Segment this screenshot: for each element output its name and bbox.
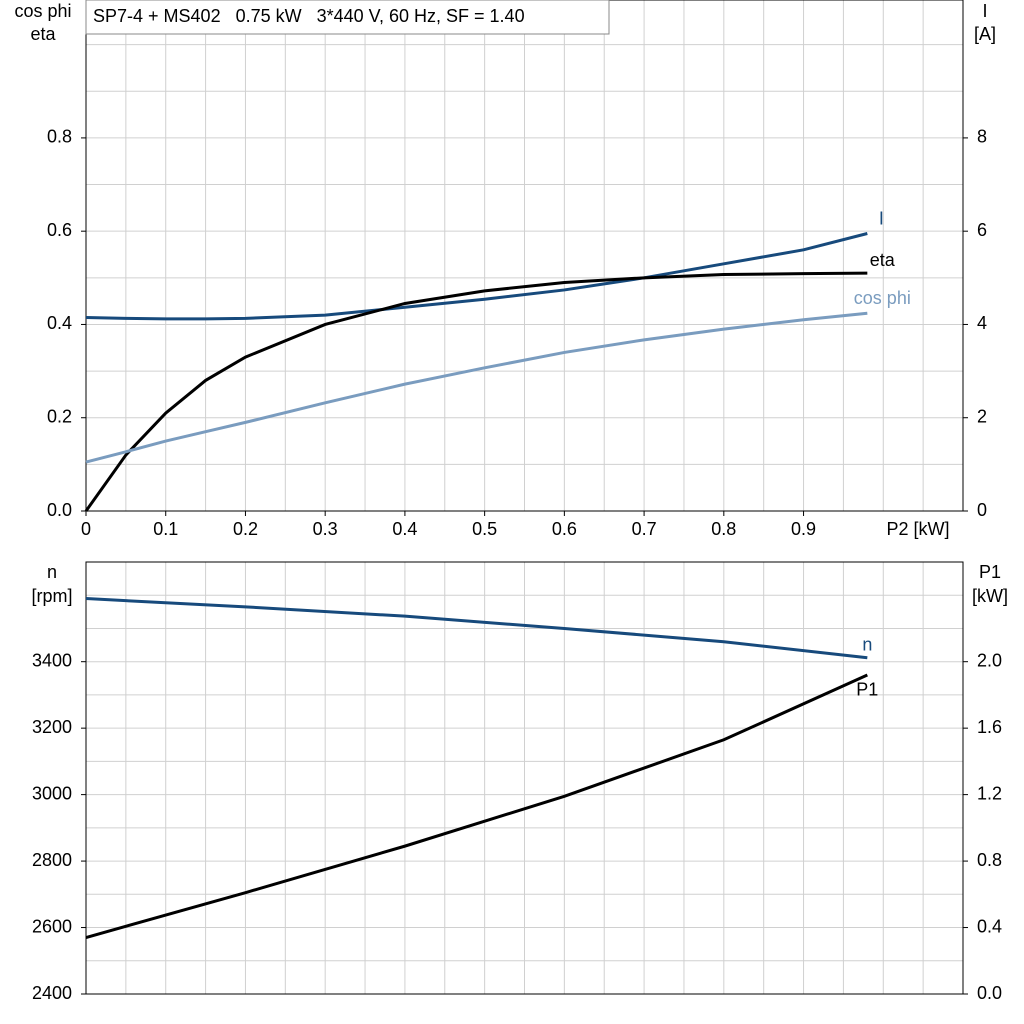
series-label: P1 bbox=[856, 680, 878, 700]
series-label: n bbox=[862, 634, 872, 654]
y2-tick-label: 8 bbox=[977, 127, 987, 147]
y-tick-label: 3200 bbox=[32, 717, 72, 737]
title-box bbox=[85, 0, 610, 35]
x-tick-label: 0 bbox=[81, 519, 91, 539]
y-tick-label: 2600 bbox=[32, 916, 72, 936]
y2-tick-label: 1.2 bbox=[977, 783, 1002, 803]
y-axis-label: n bbox=[47, 562, 57, 582]
x-tick-label: 0.4 bbox=[392, 519, 417, 539]
series-label: I bbox=[879, 208, 884, 228]
series-label: cos phi bbox=[854, 288, 911, 308]
series-line bbox=[84, 271, 868, 512]
y-tick-label: 2800 bbox=[32, 850, 72, 870]
y2-axis-label: P1 bbox=[979, 562, 1001, 582]
x-tick-label: 0.5 bbox=[472, 519, 497, 539]
y2-tick-label: 4 bbox=[977, 313, 987, 333]
x-tick-label: 0.9 bbox=[791, 519, 816, 539]
y2-tick-label: 2.0 bbox=[977, 650, 1002, 670]
series-line bbox=[85, 673, 868, 939]
series-line bbox=[85, 597, 868, 660]
y2-tick-label: 0 bbox=[977, 500, 987, 520]
y2-tick-label: 6 bbox=[977, 220, 987, 240]
x-tick-label: 0.1 bbox=[153, 519, 178, 539]
x-tick-label: 0.3 bbox=[313, 519, 338, 539]
y-axis-label: eta bbox=[30, 24, 56, 44]
series-label: eta bbox=[870, 250, 896, 270]
x-tick-label: 0.6 bbox=[552, 519, 577, 539]
y-tick-label: 0.2 bbox=[47, 406, 72, 426]
x-tick-label: 0.8 bbox=[711, 519, 736, 539]
plot-frame bbox=[85, 561, 964, 995]
x-tick-label: 0.2 bbox=[233, 519, 258, 539]
series-line bbox=[85, 232, 868, 321]
y2-axis-label: I bbox=[982, 1, 987, 21]
series-line bbox=[85, 311, 868, 464]
y2-tick-label: 0.8 bbox=[977, 850, 1002, 870]
plot-frame bbox=[85, 0, 964, 512]
y2-tick-label: 0.4 bbox=[977, 916, 1002, 936]
y2-tick-label: 0.0 bbox=[977, 983, 1002, 1003]
x-tick-label: 0.7 bbox=[632, 519, 657, 539]
y-axis-label: cos phi bbox=[14, 1, 71, 21]
y2-axis-label: [kW] bbox=[972, 586, 1008, 606]
y-axis-label: [rpm] bbox=[31, 586, 72, 606]
y-tick-label: 0.4 bbox=[47, 313, 72, 333]
y-tick-label: 2400 bbox=[32, 983, 72, 1003]
y-tick-label: 3000 bbox=[32, 783, 72, 803]
x-axis-label: P2 [kW] bbox=[886, 519, 949, 539]
y2-tick-label: 1.6 bbox=[977, 717, 1002, 737]
y-tick-label: 0.6 bbox=[47, 220, 72, 240]
y-tick-label: 3400 bbox=[32, 650, 72, 670]
y-tick-label: 0.8 bbox=[47, 127, 72, 147]
y2-axis-label: [A] bbox=[974, 24, 996, 44]
y2-tick-label: 2 bbox=[977, 406, 987, 426]
chart-title: SP7-4 + MS402 0.75 kW 3*440 V, 60 Hz, SF… bbox=[93, 6, 525, 26]
y-tick-label: 0.0 bbox=[47, 500, 72, 520]
